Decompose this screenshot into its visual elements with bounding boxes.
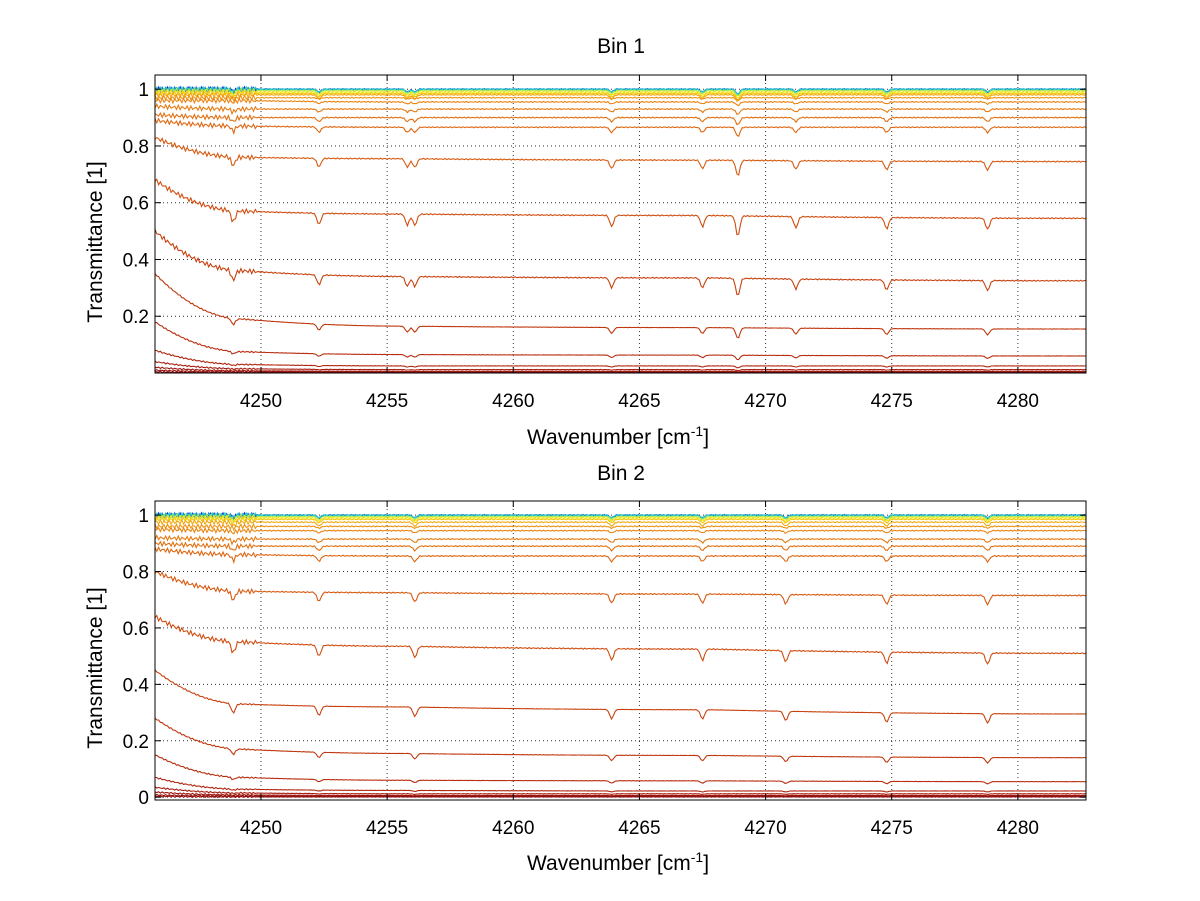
y-tick-label: 0.8 [123, 137, 149, 158]
chart-title: Bin 1 [597, 35, 645, 58]
y-tick-label: 0.6 [123, 619, 149, 640]
spectrum-series [154, 545, 1087, 565]
y-axis-label: Transmittance [1] [84, 587, 107, 748]
x-tick-label: 4270 [744, 391, 786, 412]
x-tick-label: 4280 [997, 818, 1039, 839]
x-tick-label: 4255 [366, 818, 408, 839]
spectrum-series [154, 117, 1087, 137]
subplot-bin-1: Bin 1 4250 4255 4260 4265 4270 4275 4280 0.20.… [84, 35, 1087, 449]
x-axis-label: Wavenumber [cm-1] [527, 849, 709, 875]
y-tick-label: 0 [138, 788, 149, 809]
spectrum-series [154, 111, 1087, 126]
spectrum-series [154, 91, 1087, 103]
x-tick-label: 4255 [366, 391, 408, 412]
y-tick-labels: 0 0.2 0.4 0.6 0.8 1 [123, 506, 1086, 809]
y-tick-label: 0.4 [123, 675, 150, 696]
spectrum-series [154, 273, 1087, 339]
spectrum-series [154, 514, 1087, 525]
spectrum-series [154, 102, 1087, 116]
y-tick-label: 1 [138, 506, 149, 527]
spectrum-series [154, 85, 1087, 96]
y-tick-label: 0.4 [123, 250, 150, 271]
spectrum-series [154, 93, 1087, 103]
x-tick-label: 4260 [492, 818, 534, 839]
spectrum-series [154, 534, 1087, 546]
y-tick-label: 1 [138, 80, 149, 101]
spectrum-series [154, 228, 1086, 295]
spectrum-series [154, 360, 1087, 372]
spectrum-series [154, 89, 1087, 100]
spectrum-series [154, 86, 1087, 97]
x-tick-label: 4275 [871, 818, 913, 839]
y-tick-labels: 0.2 0.4 0.6 0.8 1 [123, 80, 1086, 328]
spectrum-series [154, 571, 1087, 607]
series-group [154, 511, 1087, 799]
spectrum-series [154, 366, 1087, 373]
spectrum-series [154, 754, 1087, 785]
spectrum-series [154, 786, 1087, 796]
spectrum-series [154, 136, 1087, 176]
spectrum-series [154, 512, 1087, 522]
subplot-bin-2: Bin 2 4250 4255 4260 4265 4270 4275 4280 00.20… [84, 462, 1087, 875]
axes-frame [154, 74, 1087, 374]
spectrum-series [154, 96, 1087, 107]
y-tick-label: 0.2 [123, 307, 149, 328]
axes-frame [154, 500, 1087, 801]
series-group [154, 85, 1087, 374]
spectrum-series [154, 349, 1087, 369]
spectrum-series [154, 522, 1087, 532]
spectrum-series [154, 525, 1087, 535]
x-tick-label: 4250 [240, 818, 282, 839]
x-tick-label: 4270 [744, 818, 786, 839]
spectrum-series [154, 511, 1087, 520]
x-tick-labels: 4250 4255 4260 4265 4270 4275 4280 [240, 75, 1039, 412]
x-tick-label: 4275 [871, 391, 913, 412]
spectrum-series [155, 776, 1087, 793]
y-axis-label: Transmittance [1] [84, 161, 107, 322]
x-tick-labels: 4250 4255 4260 4265 4270 4275 4280 [240, 501, 1039, 839]
grid [155, 75, 1086, 373]
y-tick-label: 0.8 [123, 563, 149, 584]
x-tick-label: 4250 [240, 391, 282, 412]
spectrum-series [154, 88, 1087, 99]
spectrum-series [154, 614, 1087, 665]
spectrum-series [154, 791, 1087, 797]
x-tick-label: 4260 [492, 391, 534, 412]
x-tick-label: 4280 [997, 391, 1039, 412]
spectrum-series [154, 669, 1086, 725]
spectrum-series [155, 322, 1087, 361]
spectrum-series [154, 178, 1087, 236]
x-axis-label: Wavenumber [cm-1] [527, 423, 709, 449]
chart-title: Bin 2 [597, 462, 645, 485]
y-tick-label: 0.6 [123, 194, 149, 215]
x-tick-label: 4265 [618, 818, 660, 839]
x-tick-label: 4265 [618, 391, 660, 412]
spectrum-series [154, 795, 1087, 799]
spectrum-series [154, 717, 1087, 764]
y-tick-label: 0.2 [123, 732, 149, 753]
spectrum-series [154, 515, 1087, 526]
spectrum-series [154, 540, 1087, 552]
spectrum-series [154, 518, 1087, 528]
